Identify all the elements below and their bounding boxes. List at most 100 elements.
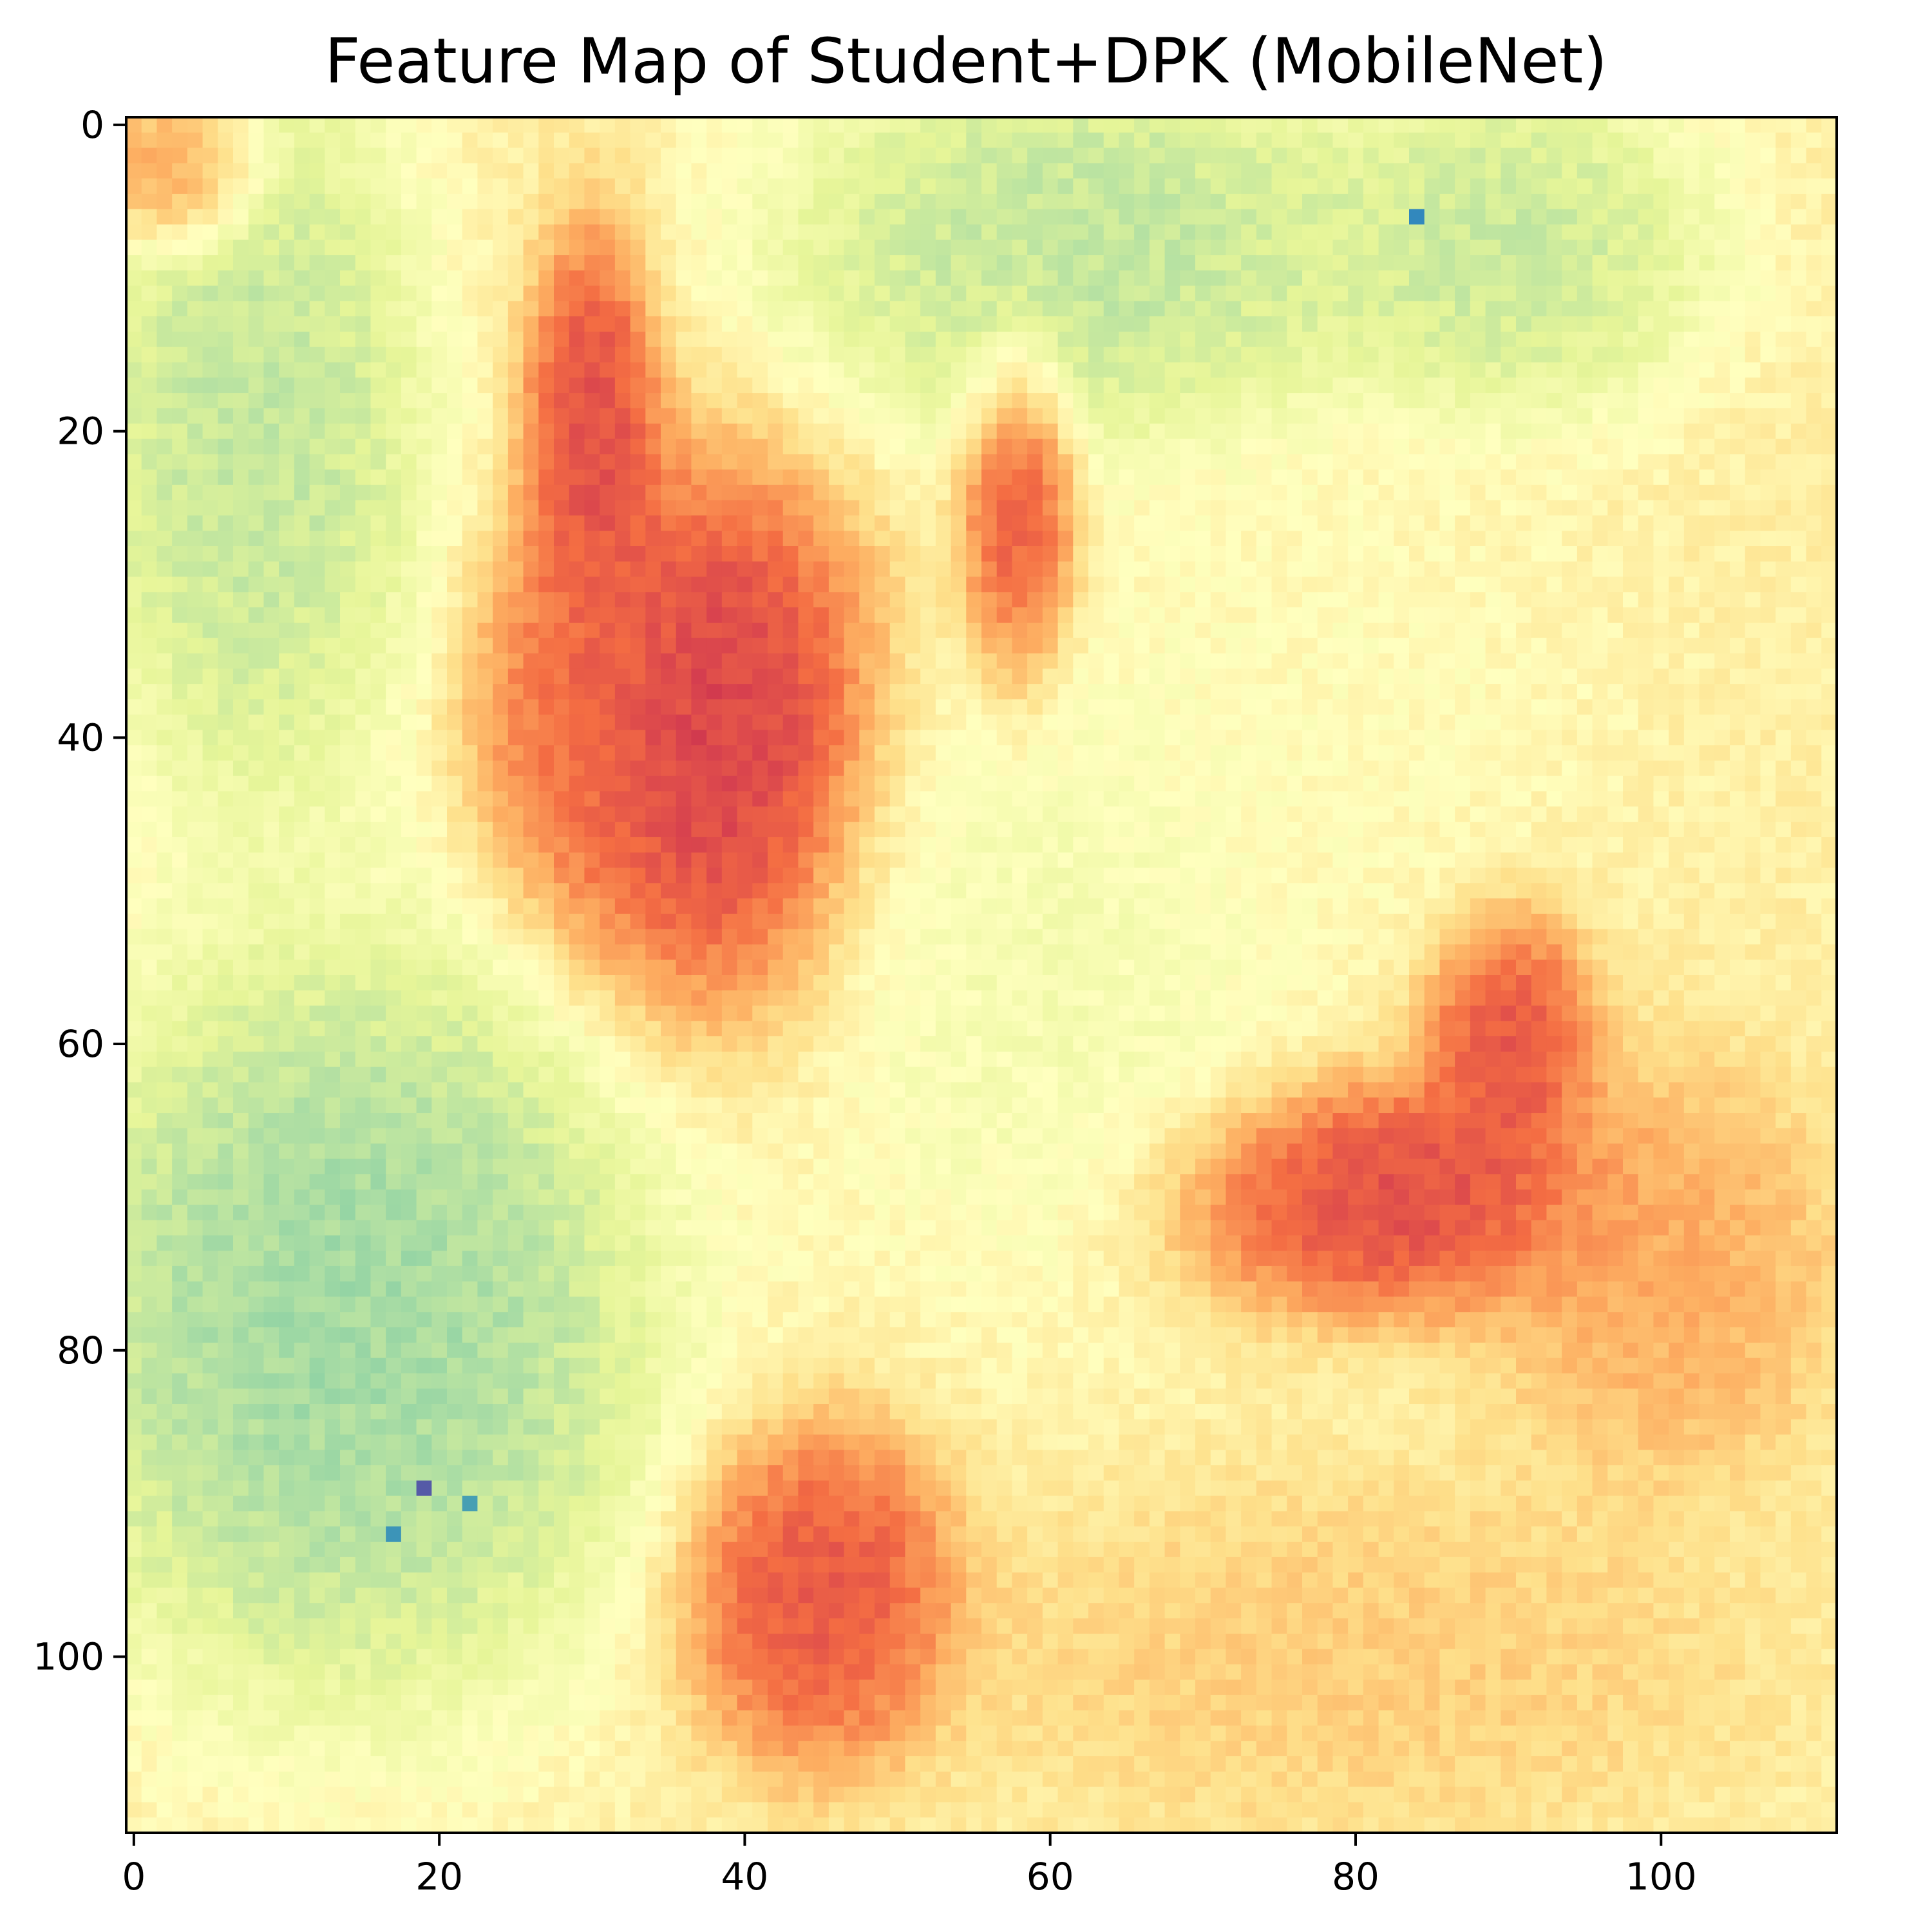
heatmap-cell [600,346,616,363]
heatmap-cell [1501,531,1517,547]
heatmap-cell [981,224,998,240]
heatmap-cell [828,546,845,562]
heatmap-cell [737,346,753,363]
heatmap-cell [1256,423,1273,440]
heatmap-cell [462,668,478,685]
heatmap-cell [507,761,524,777]
heatmap-cell [1516,346,1532,363]
heatmap-cell [1516,546,1532,562]
heatmap-cell [1546,684,1562,700]
heatmap-cell [1653,439,1669,455]
heatmap-cell [1394,730,1410,746]
heatmap-cell [1730,423,1746,440]
heatmap-cell [1546,745,1562,761]
heatmap-cell [1592,515,1608,531]
heatmap-cell [340,255,356,271]
heatmap-cell [1485,531,1501,547]
heatmap-cell [493,163,509,179]
heatmap-cell [1195,668,1211,685]
heatmap-cell [966,531,982,547]
heatmap-cell [1119,346,1135,363]
heatmap-cell [1149,377,1166,393]
heatmap-cell [1776,714,1792,731]
heatmap-cell [1485,255,1501,271]
heatmap-cell [1042,285,1059,302]
heatmap-cell [1348,270,1364,287]
heatmap-cell [1134,393,1150,409]
heatmap-cell [1776,500,1792,516]
heatmap-cell [355,224,372,240]
heatmap-cell [859,469,875,486]
heatmap-cell [156,775,173,792]
heatmap-cell [1256,377,1273,393]
heatmap-cell [1439,576,1455,592]
heatmap-cell [1683,316,1700,332]
heatmap-cell [1577,178,1593,194]
heatmap-cell [1042,730,1059,746]
heatmap-cell [401,454,417,470]
heatmap-cell [1409,653,1425,669]
heatmap-cell [721,668,738,685]
heatmap-cell [1501,209,1517,225]
heatmap-cell [1470,653,1486,669]
heatmap-cell [447,576,463,592]
heatmap-cell [1607,408,1624,424]
heatmap-cell [340,224,356,240]
heatmap-cell [920,546,936,562]
heatmap-cell [156,270,173,287]
heatmap-cell [630,531,646,547]
heatmap-cell [126,638,142,654]
heatmap-cell [325,332,341,348]
heatmap-cell [1134,316,1150,332]
heatmap-cell [875,301,891,317]
heatmap-cell [1012,775,1028,792]
heatmap-cell [1638,576,1654,592]
heatmap-cell [875,576,891,592]
heatmap-cell [370,270,386,287]
heatmap-cell [294,714,310,731]
heatmap-cell [523,423,539,440]
heatmap-cell [1057,224,1074,240]
heatmap-cell [172,714,188,731]
heatmap-cell [309,714,325,731]
heatmap-cell [1806,668,1822,685]
heatmap-cell [920,240,936,256]
heatmap-cell [1424,761,1441,777]
heatmap-cell [569,684,585,700]
heatmap-cell [1790,668,1807,685]
heatmap-cell [996,714,1013,731]
heatmap-cell [1149,193,1166,210]
heatmap-cell [1669,117,1685,133]
heatmap-cell [233,699,249,715]
heatmap-cell [1332,469,1349,486]
heatmap-cell [676,454,692,470]
heatmap-cell [584,622,600,639]
heatmap-cell [1088,592,1104,608]
heatmap-cell [1577,531,1593,547]
heatmap-cell [1577,240,1593,256]
heatmap-cell [691,668,707,685]
heatmap-cell [416,469,432,486]
heatmap-cell [1180,561,1196,578]
heatmap-cell [187,316,204,332]
heatmap-cell [920,592,936,608]
heatmap-cell [416,546,432,562]
heatmap-cell [1332,393,1349,409]
heatmap-cell [1057,546,1074,562]
heatmap-cell [1394,531,1410,547]
heatmap-cell [600,607,616,623]
heatmap-cell [477,546,493,562]
heatmap-cell [1607,332,1624,348]
heatmap-cell [951,730,967,746]
heatmap-cell [1027,224,1043,240]
heatmap-cell [294,745,310,761]
heatmap-cell [1103,423,1120,440]
heatmap-cell [875,607,891,623]
heatmap-cell [584,592,600,608]
heatmap-cell [889,668,906,685]
heatmap-cell [737,607,753,623]
heatmap-cell [1195,301,1211,317]
heatmap-cell [569,730,585,746]
heatmap-cell [523,761,539,777]
heatmap-cell [1730,132,1746,149]
